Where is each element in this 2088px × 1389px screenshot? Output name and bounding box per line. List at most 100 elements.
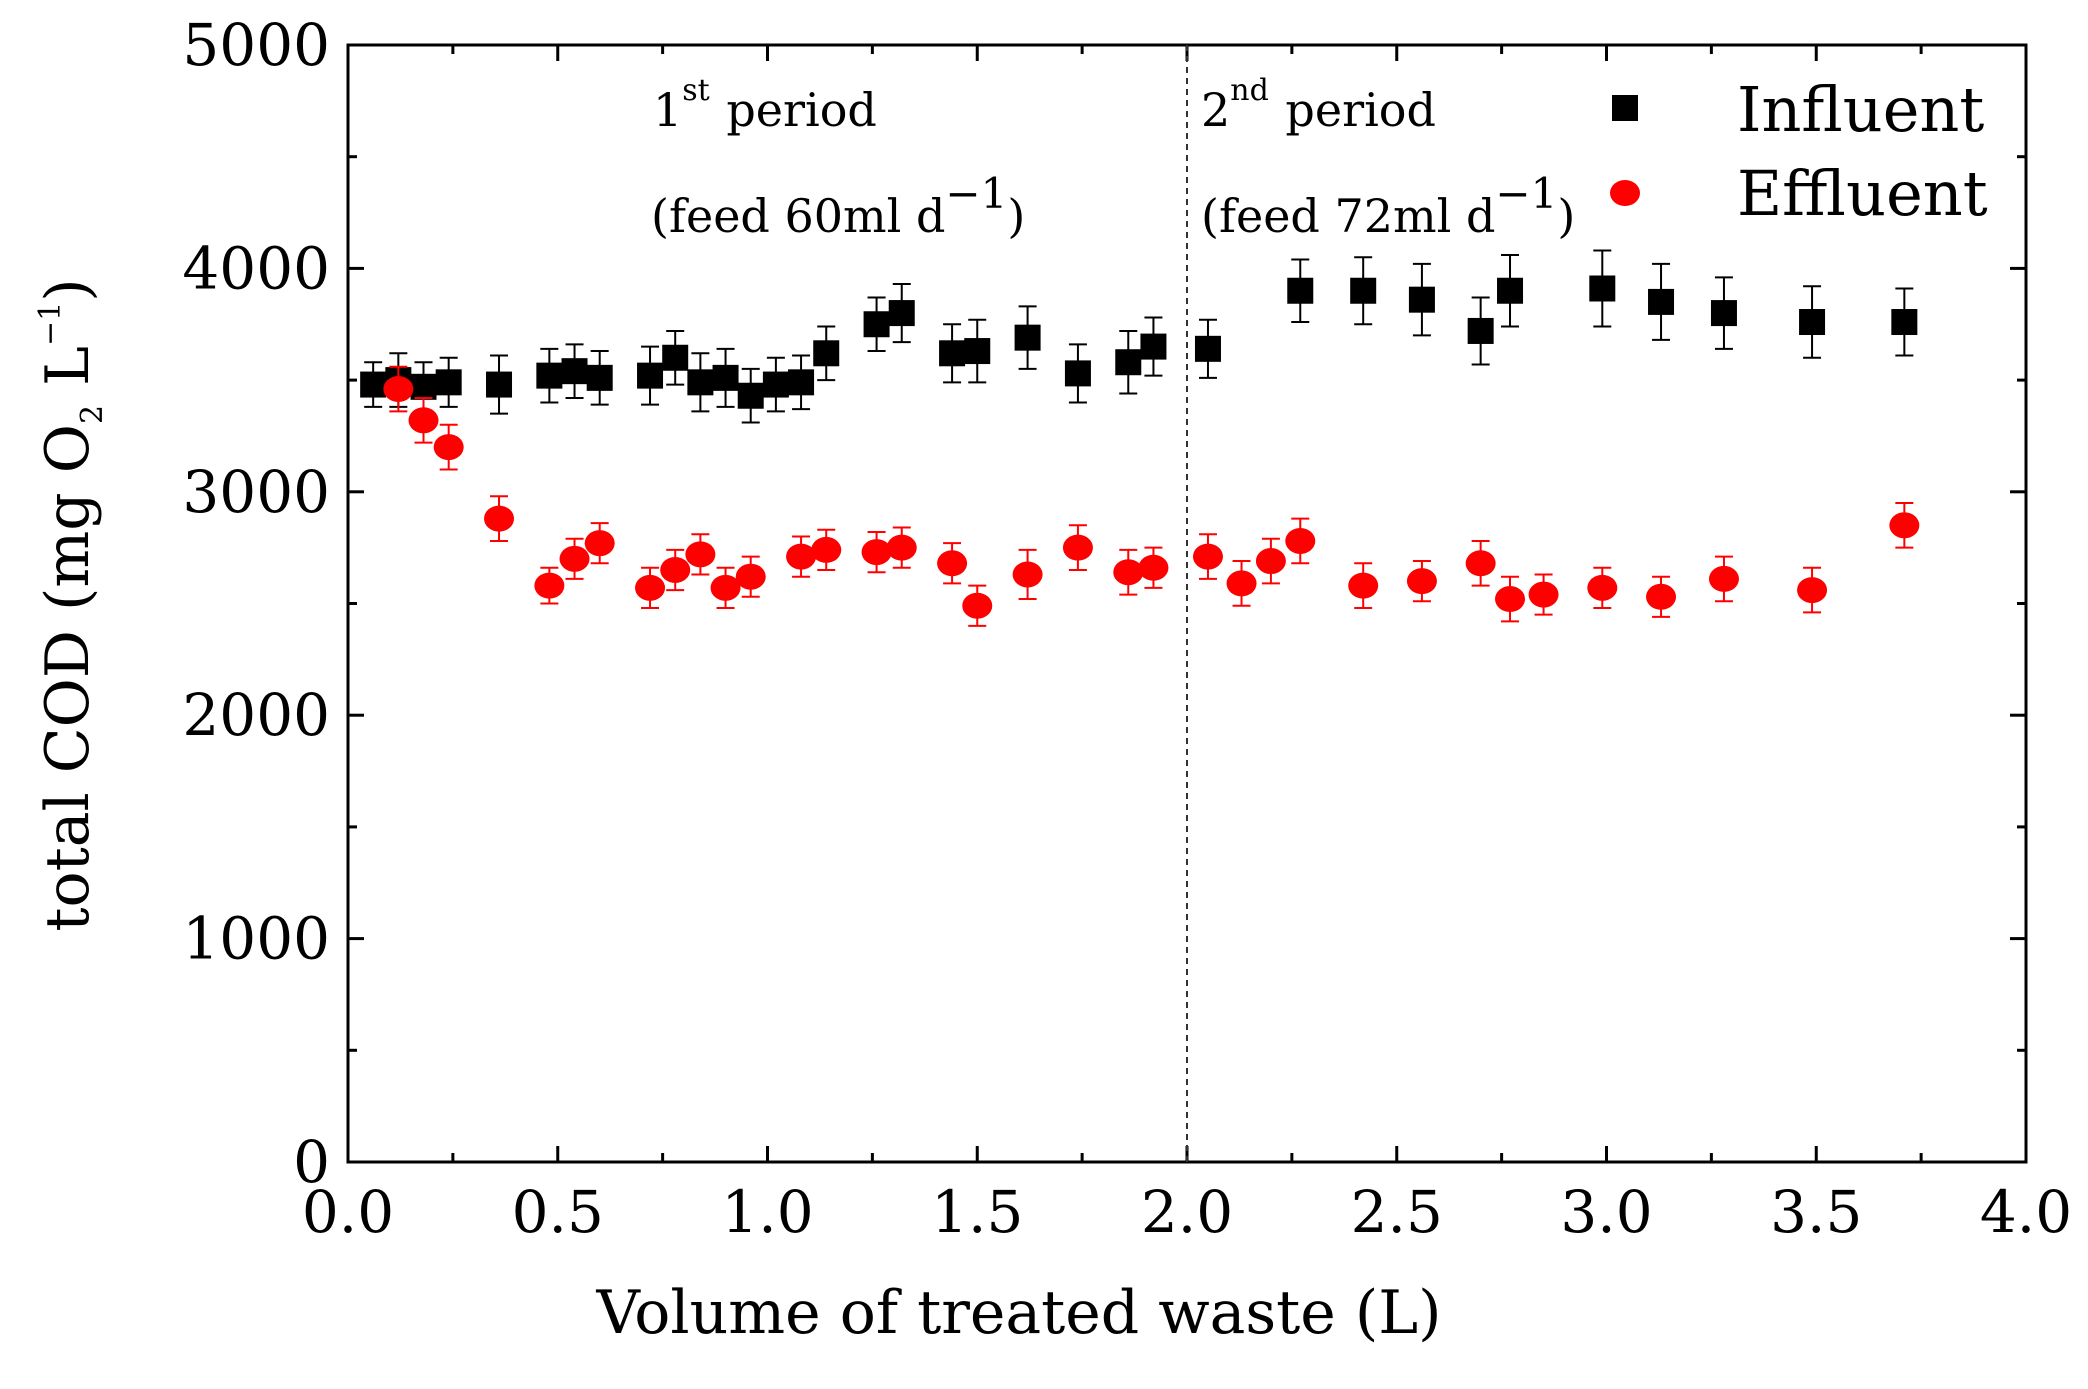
y-tick-label: 0 xyxy=(293,1128,330,1196)
y-axis-title: total COD (mg O2 L−1) xyxy=(33,278,110,931)
effluent-point xyxy=(1192,543,1223,570)
legend-label-influent: Influent xyxy=(1737,73,1984,146)
effluent-point xyxy=(1138,554,1169,581)
influent-point xyxy=(561,358,588,385)
x-tick-label: 1.0 xyxy=(721,1178,813,1246)
x-tick-label: 3.5 xyxy=(1770,1178,1862,1246)
effluent-point xyxy=(1255,548,1286,575)
effluent-point xyxy=(1528,581,1559,608)
effluent-point xyxy=(534,572,565,599)
effluent-point xyxy=(710,574,741,601)
effluent-point xyxy=(1646,583,1677,610)
influent-point xyxy=(1350,277,1377,304)
effluent-point xyxy=(484,505,515,532)
influent-point xyxy=(1194,335,1221,362)
legend-label-effluent: Effluent xyxy=(1737,157,1988,230)
y-tick-label: 5000 xyxy=(182,11,330,79)
influent-point xyxy=(1115,349,1142,376)
effluent-point xyxy=(433,434,464,461)
effluent-point xyxy=(1348,572,1379,599)
influent-point xyxy=(486,371,513,398)
x-tick-label: 2.5 xyxy=(1351,1178,1443,1246)
effluent-point xyxy=(1465,550,1496,577)
x-tick-label: 4.0 xyxy=(1980,1178,2072,1246)
effluent-point xyxy=(886,534,917,561)
plot-area xyxy=(360,249,1920,627)
influent-point xyxy=(1799,309,1826,336)
influent-point xyxy=(888,300,915,327)
effluent-point xyxy=(1285,527,1316,554)
influent-point xyxy=(1497,277,1524,304)
y-tick-label: 1000 xyxy=(182,905,330,973)
period2-feed-label: (feed 72ml d−1) xyxy=(1201,169,1575,243)
influent-point xyxy=(788,369,815,396)
influent-point xyxy=(1710,300,1737,327)
y-tick-label: 4000 xyxy=(182,234,330,302)
effluent-point xyxy=(383,376,414,403)
effluent-point xyxy=(1889,512,1920,539)
effluent-point xyxy=(1797,577,1828,604)
influent-point xyxy=(637,362,664,389)
influent-point xyxy=(712,364,739,391)
x-tick-label: 0.5 xyxy=(512,1178,604,1246)
influent-point xyxy=(1140,333,1167,360)
influent-point xyxy=(586,364,613,391)
influent-point xyxy=(737,382,764,409)
influent-point xyxy=(1014,324,1041,351)
effluent-point xyxy=(660,556,691,583)
influent-point xyxy=(662,344,689,371)
effluent-point xyxy=(861,539,892,566)
x-tick-label: 1.5 xyxy=(931,1178,1023,1246)
tick-labels: 0.0 0.5 1.0 1.5 2.0 2.5 3.0 3.5 4.0 0 1000 2000 3000… xyxy=(182,11,2072,1246)
influent-point xyxy=(964,338,991,365)
effluent-point xyxy=(1113,559,1144,586)
effluent-point xyxy=(786,543,817,570)
influent-point xyxy=(1287,277,1314,304)
influent-point xyxy=(435,369,462,396)
influent-point xyxy=(1589,275,1616,302)
influent-point xyxy=(863,311,890,338)
effluent-point xyxy=(811,536,842,563)
effluent-point xyxy=(1062,534,1093,561)
period1-feed-label: (feed 60ml d−1) xyxy=(651,169,1025,243)
effluent-point xyxy=(1012,561,1043,588)
effluent-point xyxy=(1708,565,1739,592)
effluent-point xyxy=(937,550,968,577)
x-tick-label: 3.0 xyxy=(1560,1178,1652,1246)
x-tick-label: 0.0 xyxy=(302,1178,394,1246)
influent-point xyxy=(813,340,840,367)
effluent-point xyxy=(559,545,590,572)
effluent-point xyxy=(1406,568,1437,595)
effluent-point xyxy=(685,541,716,568)
effluent-point xyxy=(1226,570,1257,597)
influent-point xyxy=(360,371,387,398)
effluent-point xyxy=(1587,574,1618,601)
influent-point xyxy=(410,373,437,400)
influent-point xyxy=(1064,360,1091,387)
period1-label: 1st period xyxy=(653,73,877,137)
influent-point xyxy=(1408,286,1435,313)
legend: Influent Effluent xyxy=(1610,73,1988,230)
x-axis-title: Volume of treated waste (L) xyxy=(595,1278,1441,1348)
y-tick-label: 2000 xyxy=(182,681,330,749)
effluent-point xyxy=(584,530,615,557)
legend-marker-influent xyxy=(1612,95,1638,121)
influent-point xyxy=(536,362,563,389)
influent-point xyxy=(1891,309,1918,336)
effluent-point xyxy=(1495,586,1526,613)
influent-point xyxy=(762,371,789,398)
effluent-point xyxy=(735,563,766,590)
effluent-point xyxy=(408,407,439,434)
influent-point xyxy=(687,369,714,396)
series-effluent xyxy=(383,365,1920,627)
legend-marker-effluent xyxy=(1610,180,1640,206)
series-influent xyxy=(360,249,1918,424)
effluent-point xyxy=(635,574,666,601)
effluent-point xyxy=(962,592,993,619)
influent-point xyxy=(1648,288,1675,315)
period2-label: 2nd period xyxy=(1201,73,1436,137)
y-tick-label: 3000 xyxy=(182,458,330,526)
influent-point xyxy=(939,340,966,367)
influent-point xyxy=(1467,317,1494,344)
